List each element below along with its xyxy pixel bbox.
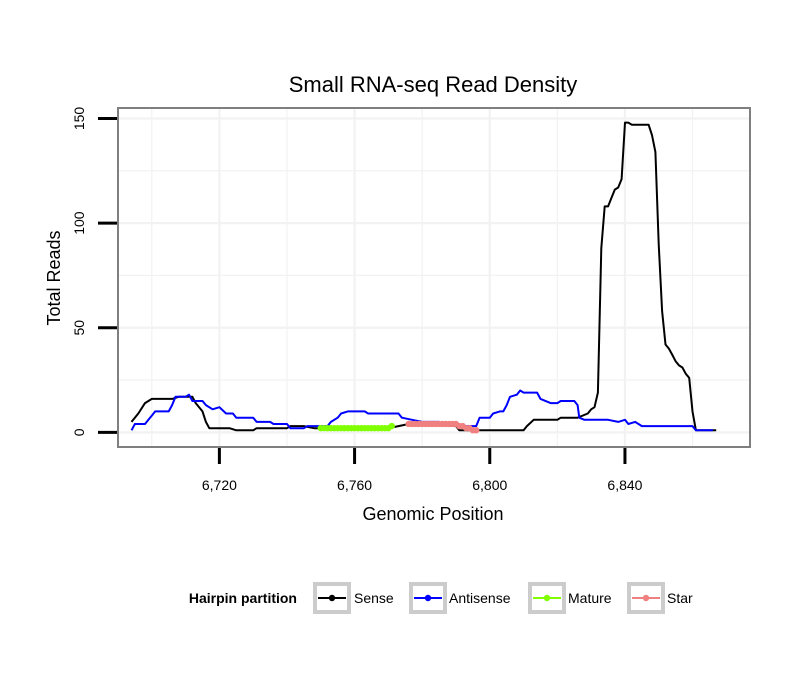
y-tick-label: 100 (71, 211, 87, 235)
legend-dot-sense (328, 594, 336, 602)
x-tick-label: 6,720 (202, 477, 237, 493)
point-mature (388, 422, 395, 430)
legend-label-star: Star (667, 590, 693, 606)
legend-label-antisense: Antisense (449, 590, 511, 606)
legend-dot-antisense (424, 594, 432, 602)
legend-dot-mature (543, 594, 551, 602)
y-tick-label: 150 (71, 107, 87, 131)
plot-background (118, 108, 750, 447)
legend-label-mature: Mature (568, 590, 612, 606)
grid (118, 108, 750, 447)
legend-title: Hairpin partition (189, 590, 297, 606)
x-tick-label: 6,840 (607, 477, 642, 493)
axes: 6,720 6,760 6,800 6,840 0 50 100 150 (71, 107, 643, 493)
legend: Hairpin partition Sense Antisense Mature St… (189, 582, 693, 614)
series-line-antisense (130, 389, 713, 432)
point-star (473, 427, 480, 434)
legend-dot-star (642, 594, 650, 602)
panel-border (117, 107, 751, 448)
y-tick-label: 50 (71, 320, 87, 336)
chart-title: Small RNA-seq Read Density (289, 72, 578, 97)
series-layer (130, 121, 717, 434)
series-line-sense (130, 121, 717, 432)
x-tick-label: 6,800 (472, 477, 507, 493)
y-axis-label: Total Reads (44, 230, 64, 325)
legend-label-sense: Sense (354, 590, 394, 606)
y-tick-label: 0 (71, 428, 87, 436)
x-tick-label: 6,760 (337, 477, 372, 493)
x-axis-label: Genomic Position (362, 504, 503, 524)
plot-area (118, 108, 750, 447)
